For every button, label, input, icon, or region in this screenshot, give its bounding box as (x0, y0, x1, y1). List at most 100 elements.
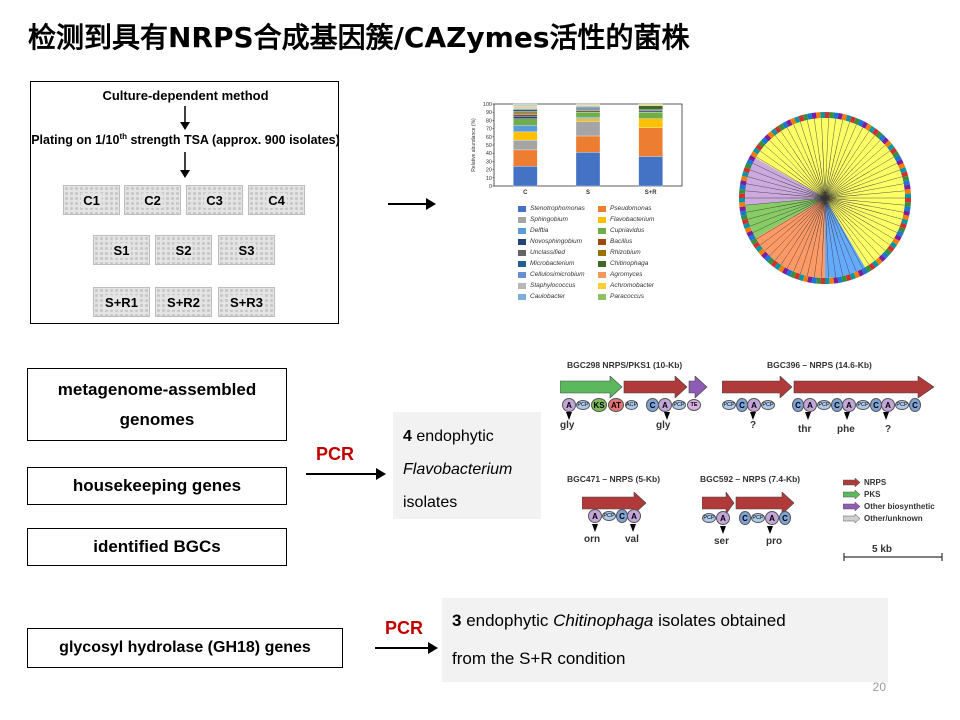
tree-branch (815, 197, 826, 238)
bar-segment (638, 105, 663, 110)
result2-line1: 3 endophytic Chitinophaga isolates obtai… (452, 611, 786, 630)
bar-segment (575, 121, 601, 137)
tree-branch (824, 197, 856, 210)
bar-segment (638, 112, 663, 119)
tree-branch (747, 207, 791, 220)
tree-branch (818, 168, 826, 199)
plate-c3: C3 (186, 185, 243, 215)
tree-branch (790, 197, 826, 208)
bar-segment (513, 116, 538, 119)
down-arrow-1 (180, 106, 190, 130)
domain-te: TE (687, 399, 701, 411)
domain-a: A (881, 398, 895, 412)
legend-label: Microbacterium (530, 260, 575, 267)
legend-label: Stenotrophomonas (530, 205, 585, 212)
legend-label: Bacillus (610, 238, 633, 245)
legend-label: Novosphingobium (530, 238, 583, 245)
bar-segment (575, 116, 601, 119)
tree-branch (824, 197, 828, 239)
tree-branch (826, 238, 829, 278)
bar-segment (513, 139, 538, 151)
tree-branch (861, 140, 881, 160)
bgc298-genes (560, 376, 708, 398)
tree-branch (865, 217, 898, 233)
bar-segment (513, 125, 538, 133)
plate-sr3: S+R3 (218, 287, 275, 317)
legend-item: Stenotrophomonas (518, 203, 598, 214)
tree-branch (848, 183, 904, 194)
tree-branch (824, 197, 859, 228)
tree-branch (746, 183, 805, 195)
bgc592-title: BGC592 – NRPS (7.4-Kb) (700, 474, 801, 484)
legend-item: Pseudomonas (598, 203, 678, 214)
tree-branch (824, 197, 838, 252)
legend-label: Unclassified (530, 249, 566, 256)
domain-a: A (588, 509, 602, 523)
tree-branch (750, 169, 782, 182)
tree-branch (760, 211, 806, 246)
domain-a: A (658, 398, 672, 412)
tree-branch (824, 197, 837, 225)
bgc-legend-swatch (843, 513, 861, 523)
x-tick-label: S+R (645, 190, 658, 196)
aa-label: gly (656, 420, 671, 431)
tree-branch (780, 181, 826, 199)
tree-branch (824, 180, 845, 199)
pcr-arrow-2-head (428, 642, 438, 654)
aa-label: ? (750, 420, 757, 431)
tree-branch (800, 248, 809, 275)
legend-swatch (598, 249, 606, 256)
tree-branch (824, 197, 849, 235)
legend-swatch (598, 293, 606, 300)
legend-label: Chitinophaga (610, 260, 649, 267)
legend-swatch (518, 205, 526, 212)
result1-genus: Flavobacterium (403, 461, 513, 478)
result-chitinophaga-box: 3 endophytic Chitinophaga isolates obtai… (442, 598, 888, 682)
legend-item: Novosphingobium (518, 236, 598, 247)
tree-branch (860, 169, 900, 185)
tree-branch (822, 142, 826, 199)
tree-branch (809, 197, 826, 218)
legend-item: Microbacterium (518, 258, 598, 269)
tree-branch (824, 184, 875, 199)
bar-segment (638, 110, 663, 113)
arrow-to-chart-head (426, 198, 436, 210)
pcr-label-2: PCR (385, 618, 424, 638)
tree-branch (824, 197, 882, 214)
tree-branch (824, 197, 875, 228)
tree-branch (777, 193, 826, 199)
tree-branch (824, 194, 862, 199)
tree-branch (793, 197, 826, 218)
domain-pcp: PCP (576, 400, 590, 410)
domain-a: A (716, 511, 730, 525)
tree-branch (806, 197, 826, 233)
tree-branch (821, 197, 826, 225)
bar-segment (575, 107, 601, 110)
aa-label: gly (560, 420, 575, 431)
bgc-legend-label: NRPS (864, 477, 887, 487)
tree-branch (796, 180, 826, 199)
tree-branch (796, 162, 826, 199)
domain-c: C (736, 398, 748, 412)
tree-branch (881, 213, 903, 220)
tree-branch (807, 143, 826, 199)
plate-s2: S2 (155, 235, 212, 265)
domain-at: AT (608, 398, 624, 412)
slide-title: 检测到具有NRPS合成基因簇/CAZymes活性的菌株 (28, 21, 690, 54)
bar-segment (513, 112, 538, 115)
tree-branch (769, 225, 799, 256)
tree-branch (792, 149, 826, 199)
tree-branch (824, 186, 848, 199)
tree-branch (764, 145, 781, 160)
y-tick-label: 0 (489, 184, 492, 190)
box-gh18-genes: glycosyl hydrolase (GH18) genes (27, 628, 343, 668)
tree-branch (849, 216, 890, 246)
tree-branch (805, 197, 826, 213)
result-flavobacterium-box: 4 endophytic Flavobacterium isolates (393, 412, 541, 519)
abundance-bar-chart: Relative abundance (%)100908070605040302… (471, 102, 683, 196)
bar-segment (575, 112, 601, 118)
tree-clade-green (745, 198, 825, 238)
plate-s1: S1 (93, 235, 150, 265)
bar-segment (513, 114, 538, 117)
plate-c2: C2 (124, 185, 181, 215)
